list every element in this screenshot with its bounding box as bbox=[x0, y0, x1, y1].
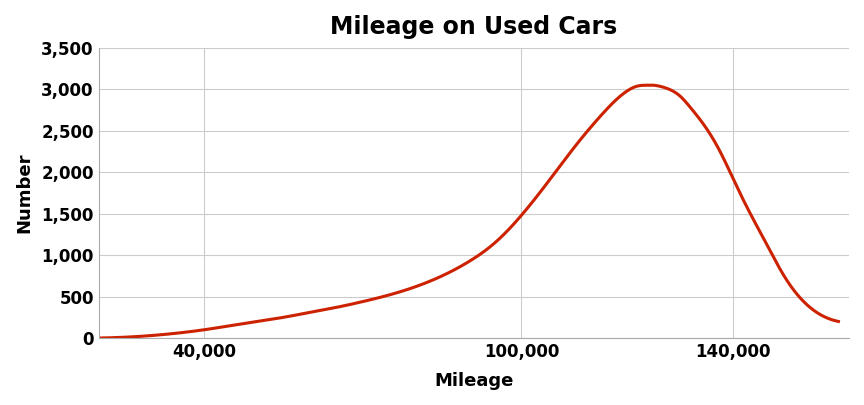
X-axis label: Mileage: Mileage bbox=[434, 372, 513, 390]
Y-axis label: Number: Number bbox=[15, 153, 33, 233]
Title: Mileage on Used Cars: Mileage on Used Cars bbox=[330, 15, 618, 39]
